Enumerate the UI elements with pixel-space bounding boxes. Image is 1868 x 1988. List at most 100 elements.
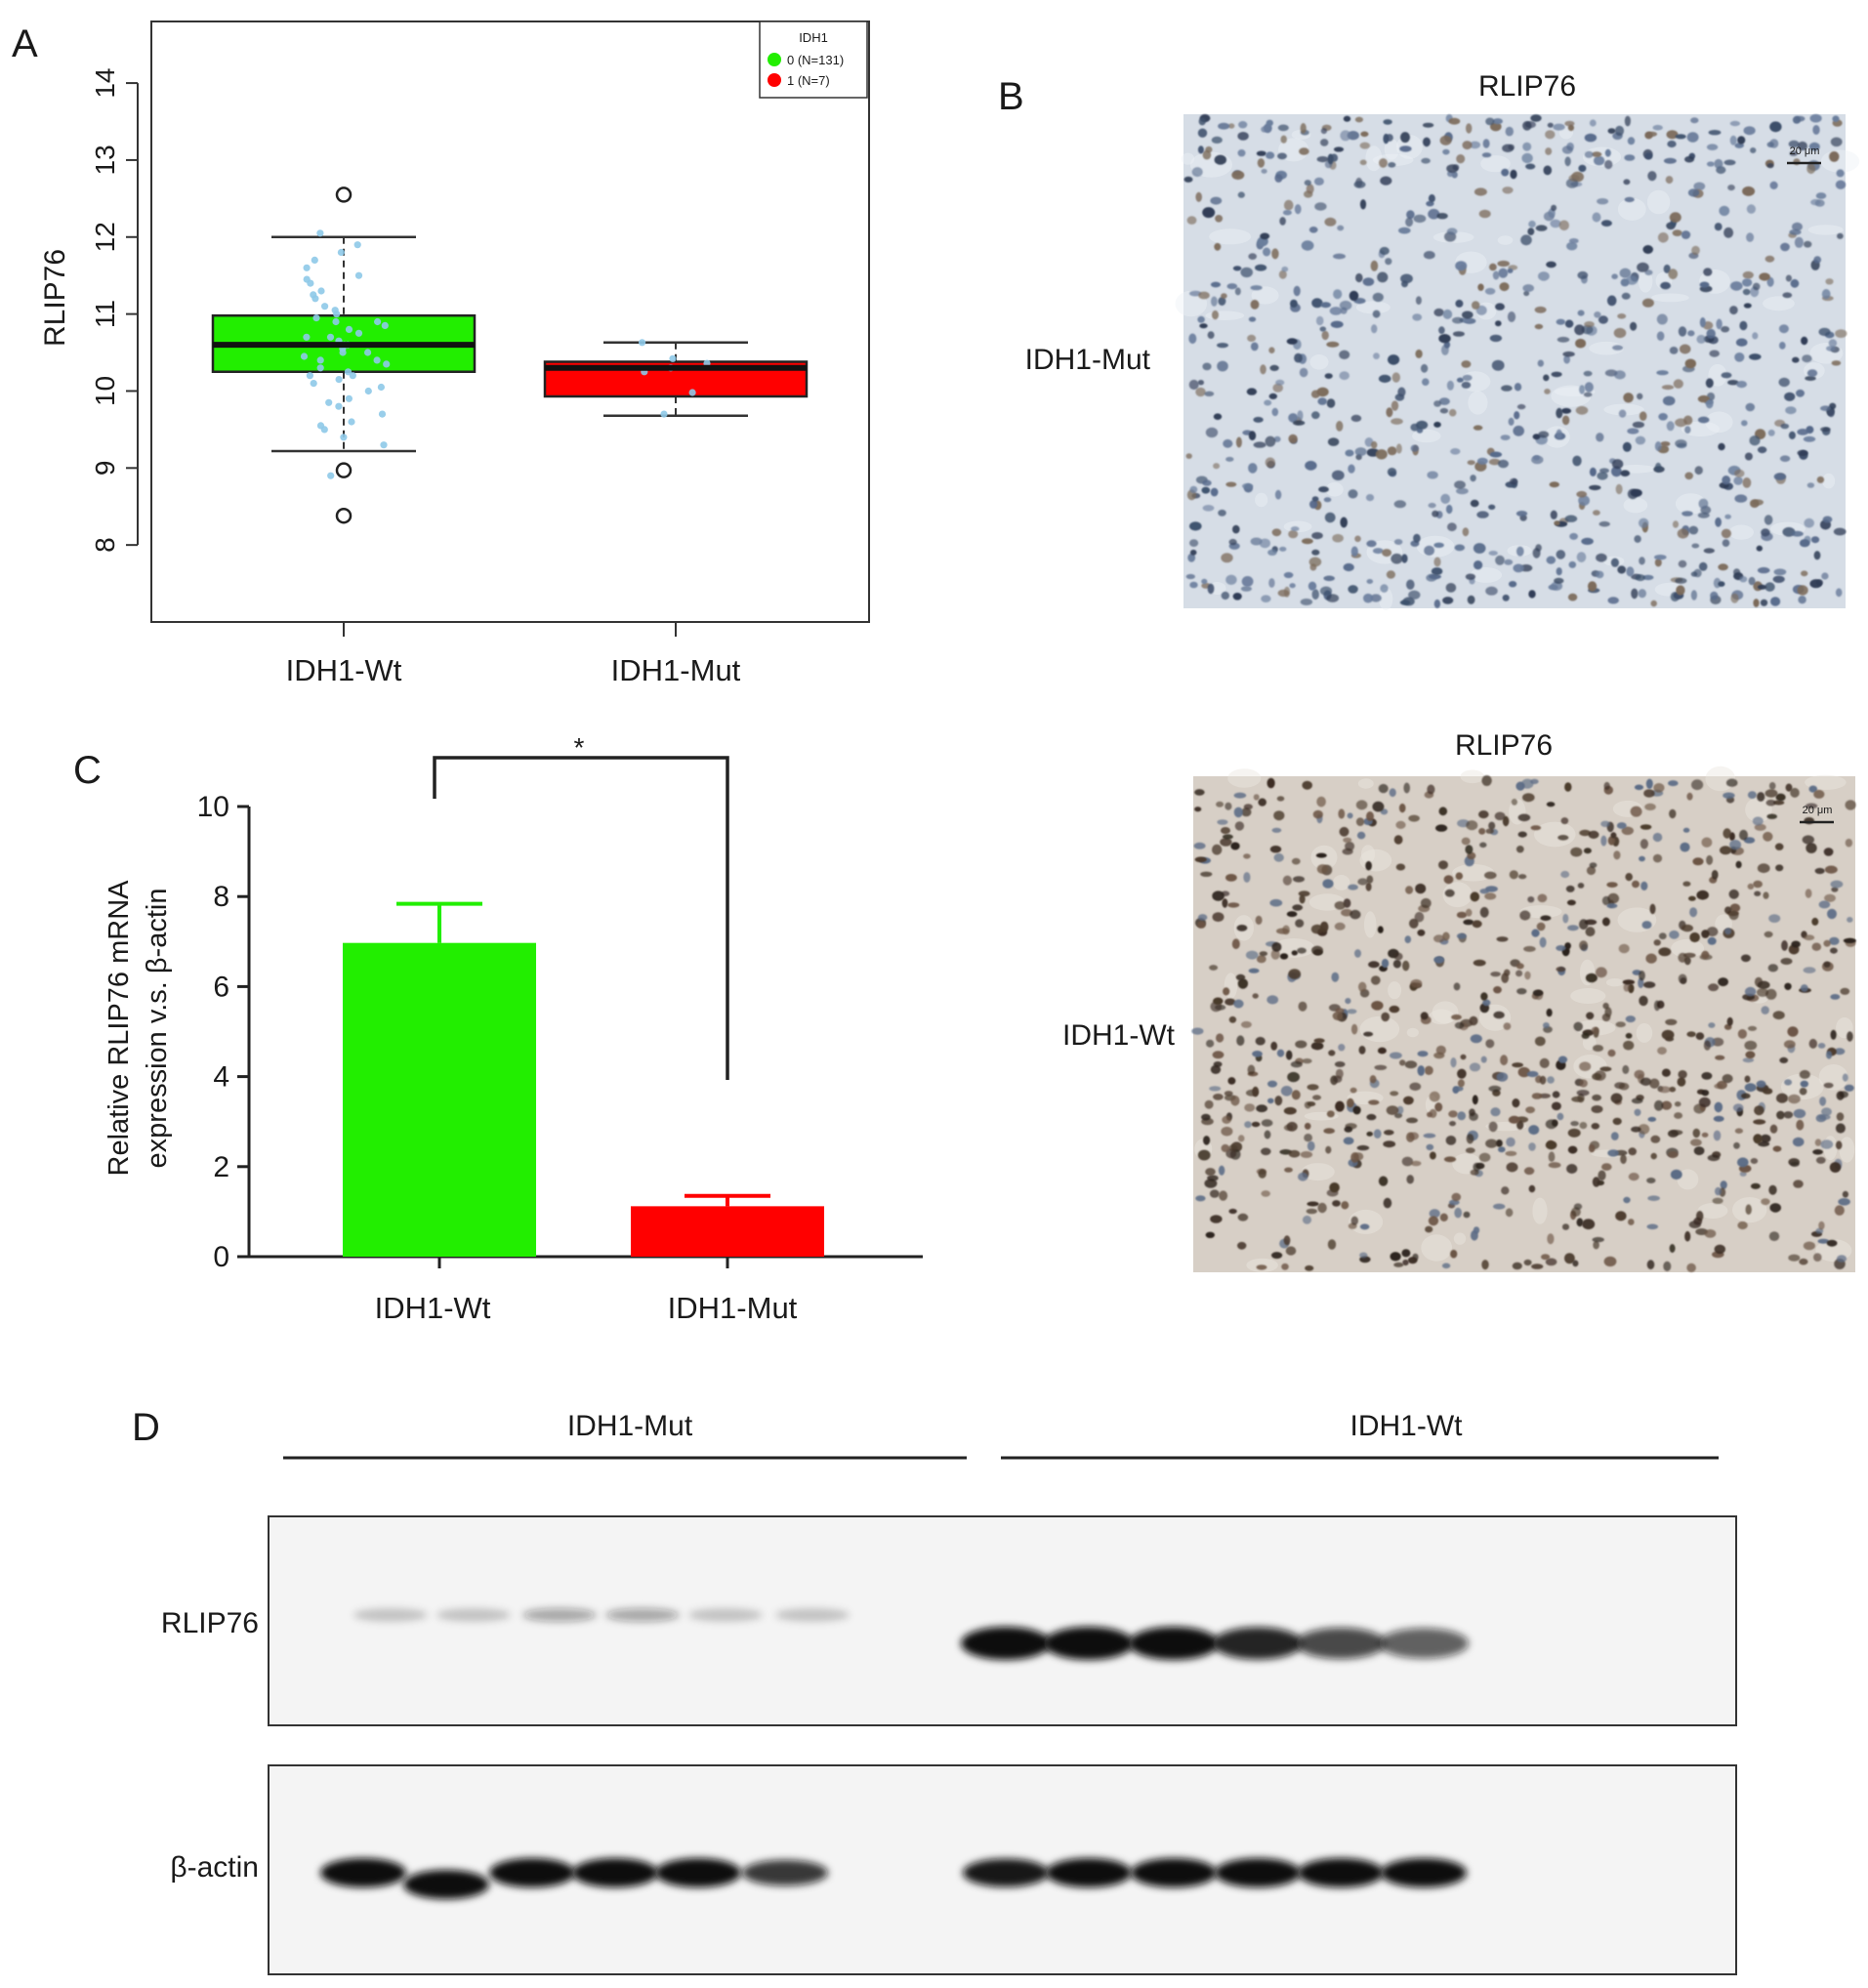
ihc-nucleus <box>1265 457 1276 468</box>
ihc-nucleus <box>1551 204 1557 212</box>
ihc-nucleus <box>1386 134 1393 142</box>
ihc-nucleus <box>1423 1133 1436 1139</box>
ihc-nucleus <box>1826 1051 1833 1059</box>
ihc-nucleus <box>1799 1069 1810 1079</box>
ihc-nucleus <box>1362 277 1375 286</box>
ihc-nucleus <box>1687 188 1700 197</box>
ihc-texture <box>1677 1169 1699 1190</box>
ihc-nucleus <box>1766 163 1774 169</box>
ihc-nucleus <box>1800 1080 1809 1088</box>
ihc-nucleus <box>1749 353 1762 360</box>
ihc-nucleus <box>1549 481 1560 488</box>
ihc-nucleus <box>1285 1050 1293 1060</box>
ihc-nucleus <box>1833 527 1847 536</box>
ihc-nucleus <box>1829 1162 1842 1173</box>
ihc-nucleus <box>1276 796 1285 802</box>
ihc-nucleus <box>1195 1195 1206 1202</box>
ihc-nucleus <box>1603 1256 1617 1267</box>
ihc-nucleus <box>1261 595 1271 602</box>
ihc-nucleus <box>1785 406 1797 415</box>
ihc-nucleus <box>1729 306 1738 315</box>
ihc-texture <box>1227 768 1262 788</box>
ihc-nucleus <box>1257 158 1266 168</box>
ihc-nucleus <box>1531 1263 1544 1269</box>
ihc-nucleus <box>1245 950 1259 960</box>
ihc-nucleus <box>1251 1121 1261 1128</box>
ihc-nucleus <box>1728 910 1739 921</box>
ihc-nucleus <box>1764 582 1775 592</box>
ihc-nucleus <box>1421 157 1431 164</box>
ihc-nucleus <box>1406 1117 1418 1124</box>
ihc-nucleus <box>1264 399 1272 406</box>
ihc-nucleus <box>1354 535 1361 543</box>
ihc-nucleus <box>1820 1139 1834 1149</box>
ihc-nucleus <box>1285 1246 1297 1256</box>
ihc-nucleus <box>1583 848 1592 854</box>
ihc-nucleus <box>1742 477 1752 488</box>
bar-rect <box>343 942 536 1257</box>
ihc-nucleus <box>1760 599 1768 606</box>
ihc-nucleus <box>1225 998 1236 1006</box>
ihc-nucleus <box>1406 1175 1414 1184</box>
ihc-nucleus <box>1295 919 1305 928</box>
ihc-nucleus <box>1454 480 1466 489</box>
ihc-nucleus <box>1347 1098 1354 1108</box>
ihc-nucleus <box>1768 782 1776 790</box>
panel-a-legend: IDH1 0 (N=131) 1 (N=7) <box>759 21 868 99</box>
ihc-nucleus <box>1358 981 1367 992</box>
panel-a-y-label: RLIP76 <box>39 249 71 347</box>
ihc-texture <box>1251 286 1279 305</box>
ihc-nucleus <box>1237 1213 1249 1222</box>
ihc-nucleus <box>1457 1079 1465 1088</box>
ihc-nucleus <box>1401 1156 1414 1167</box>
ihc-nucleus <box>1288 1149 1301 1158</box>
legend-entry-wt: 0 (N=131) <box>787 53 844 67</box>
ihc-nucleus <box>1775 864 1784 872</box>
ihc-nucleus <box>1227 902 1240 908</box>
blot-bottom-bands <box>320 1858 1467 1899</box>
ihc-nucleus <box>1757 792 1765 802</box>
ihc-nucleus <box>1305 460 1317 471</box>
ihc-nucleus <box>1560 870 1570 879</box>
ihc-nucleus <box>1591 1123 1600 1130</box>
ihc-texture <box>1384 139 1399 160</box>
ihc-nucleus <box>1221 1143 1230 1153</box>
ihc-nucleus <box>1299 367 1308 378</box>
ihc-nucleus <box>1207 331 1215 339</box>
ihc-nucleus <box>1390 1091 1399 1097</box>
ihc-nucleus <box>1508 1115 1520 1124</box>
ihc-nucleus <box>1741 278 1753 287</box>
ihc-nucleus <box>1835 1140 1843 1150</box>
ihc-nucleus <box>1814 867 1825 875</box>
ihc-nucleus <box>1189 485 1198 494</box>
ihc-nucleus <box>1834 1048 1846 1056</box>
ihc-nucleus <box>1348 489 1358 499</box>
ihc-nucleus <box>1656 331 1665 342</box>
ihc-nucleus <box>1220 838 1232 847</box>
ihc-nucleus <box>1729 120 1741 127</box>
ihc-nucleus <box>1452 316 1464 324</box>
ihc-nucleus <box>1825 278 1834 285</box>
ihc-nucleus <box>1304 1134 1312 1142</box>
ihc-nucleus <box>1197 315 1205 323</box>
ihc-texture <box>1589 341 1625 355</box>
ihc-nucleus <box>1366 1113 1377 1121</box>
ihc-texture <box>1697 1203 1728 1219</box>
ihc-nucleus <box>1727 185 1735 191</box>
ihc-nucleus <box>1654 558 1662 567</box>
ihc-nucleus <box>1695 1032 1705 1040</box>
ihc-nucleus <box>1288 529 1299 539</box>
ihc-nucleus <box>1823 1082 1834 1089</box>
panel-a-y-tick-label: 14 <box>90 67 120 98</box>
ihc-nucleus <box>1469 141 1481 149</box>
ihc-nucleus <box>1735 338 1748 347</box>
ihc-nucleus <box>1500 435 1511 440</box>
ihc-nucleus <box>1713 1130 1722 1141</box>
ihc-texture <box>1570 988 1606 1004</box>
ihc-nucleus <box>1399 1059 1406 1066</box>
ihc-nucleus <box>1496 1139 1503 1147</box>
ihc-nucleus <box>1304 180 1311 186</box>
ihc-nucleus <box>1657 1047 1667 1056</box>
ihc-nucleus <box>1772 800 1785 806</box>
